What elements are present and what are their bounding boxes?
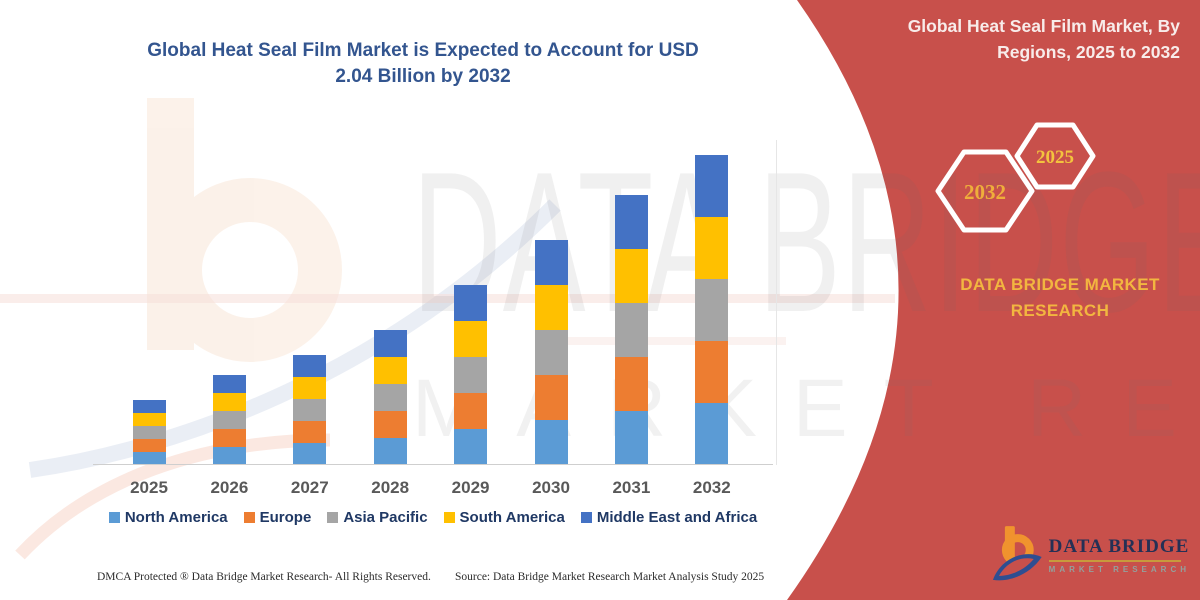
legend-label: Asia Pacific — [343, 509, 428, 526]
source-note: Source: Data Bridge Market Research Mark… — [455, 571, 765, 583]
bar-segment — [373, 411, 407, 438]
bar-segment — [212, 375, 246, 393]
legend-swatch — [327, 512, 339, 523]
legend-swatch — [580, 512, 592, 523]
x-axis-line — [93, 464, 773, 465]
bar-segment — [373, 384, 407, 411]
legend-swatch — [443, 512, 455, 523]
bar-segment — [695, 341, 729, 403]
bar-segment — [695, 279, 729, 341]
bar-2027 — [293, 355, 327, 465]
bar-segment — [293, 377, 327, 399]
bar-segment — [132, 426, 166, 439]
bar-segment — [534, 330, 568, 375]
bar-segment — [212, 411, 246, 429]
hexagon-badges: 2032 2025 — [935, 122, 1096, 233]
bar-segment — [695, 403, 729, 465]
bar-segment — [614, 357, 648, 411]
bar-segment — [454, 429, 488, 465]
x-axis-label: 2030 — [532, 478, 570, 497]
hexagon-2032 — [935, 149, 1035, 233]
x-axis-label: 2028 — [371, 478, 410, 497]
legend-item: Asia Pacific — [327, 509, 428, 526]
hexagon-2032-label: 2032 — [964, 180, 1006, 204]
bar-segment — [132, 439, 166, 452]
x-axis-label: 2031 — [612, 478, 651, 497]
bar-segment — [132, 400, 166, 413]
x-axis-label: 2032 — [692, 478, 731, 497]
chart-legend: North America Europe Asia Pacific South Ame… — [93, 509, 773, 526]
chart-title: Global Heat Seal Film Market is Expected… — [147, 40, 699, 88]
bar-segment — [454, 321, 488, 357]
pink-stripe — [560, 337, 786, 345]
bar-segment — [293, 355, 327, 377]
legend-swatch — [243, 512, 255, 523]
legend-item: South America — [443, 509, 565, 526]
bar-segment — [534, 420, 568, 465]
logo-subtitle: MARKET RESEARCH — [1048, 565, 1190, 574]
bar-2029 — [454, 285, 488, 465]
bar-segment — [132, 413, 166, 426]
bar-segment — [293, 421, 327, 443]
bar-2030 — [534, 240, 568, 465]
bar-segment — [212, 429, 246, 447]
watermark-text-marketresearch: MARKET RESEARCH — [412, 363, 1200, 454]
logo-underline — [1048, 560, 1181, 562]
bar-segment — [695, 217, 729, 279]
bar-segment — [614, 303, 648, 357]
bar-segment — [373, 330, 407, 357]
bar-segment — [293, 443, 327, 465]
bar-segment — [454, 357, 488, 393]
legend-label: Europe — [259, 509, 312, 526]
databridge-logo: DATA BRIDGE MARKET RESEARCH — [985, 522, 1190, 588]
legend-swatch — [108, 512, 120, 523]
bar-segment — [212, 393, 246, 411]
dmca-notice: DMCA Protected ® Data Bridge Market Rese… — [97, 571, 431, 583]
bar-segment — [132, 452, 166, 465]
plot-right-border — [776, 140, 777, 465]
bar-segment — [373, 357, 407, 384]
legend-item: Europe — [243, 509, 312, 526]
legend-label: South America — [459, 509, 565, 526]
bar-2031 — [614, 195, 648, 465]
legend-item: Middle East and Africa — [580, 509, 758, 526]
logo-name: DATA BRIDGE — [1048, 536, 1190, 557]
bar-segment — [212, 447, 246, 465]
x-axis-label: 2026 — [210, 478, 249, 497]
brand-line1: DATA BRIDGE MARKET — [960, 275, 1160, 294]
brand-wordmark: DATA BRIDGE MARKET RESEARCH — [930, 272, 1190, 325]
bar-segment — [534, 240, 568, 285]
legend-item: North America — [108, 509, 228, 526]
bar-segment — [373, 438, 407, 465]
pink-stripe — [0, 294, 895, 303]
bar-segment — [534, 285, 568, 330]
bar-2028 — [373, 330, 407, 465]
bar-segment — [534, 375, 568, 420]
bar-segment — [614, 195, 648, 249]
bar-segment — [454, 285, 488, 321]
hexagon-2025-label: 2025 — [1036, 147, 1074, 168]
bar-segment — [614, 411, 648, 465]
bar-2026 — [212, 375, 246, 465]
brand-line2: RESEARCH — [1010, 301, 1110, 321]
legend-label: Middle East and Africa — [596, 509, 758, 526]
bar-segment — [454, 393, 488, 429]
bar-2032 — [695, 155, 729, 465]
side-panel-heading: Global Heat Seal Film Market, By Regions… — [907, 16, 1180, 63]
hexagon-2025 — [1014, 122, 1096, 190]
bar-segment — [695, 155, 729, 217]
x-axis-label: 2027 — [290, 478, 329, 497]
bar-segment — [614, 249, 648, 303]
x-axis-label: 2025 — [130, 478, 168, 497]
legend-label: North America — [124, 509, 228, 526]
bar-segment — [293, 399, 327, 421]
x-axis-label: 2029 — [451, 478, 490, 497]
bar-2025 — [132, 400, 166, 465]
databridge-logo-icon — [992, 526, 1042, 581]
